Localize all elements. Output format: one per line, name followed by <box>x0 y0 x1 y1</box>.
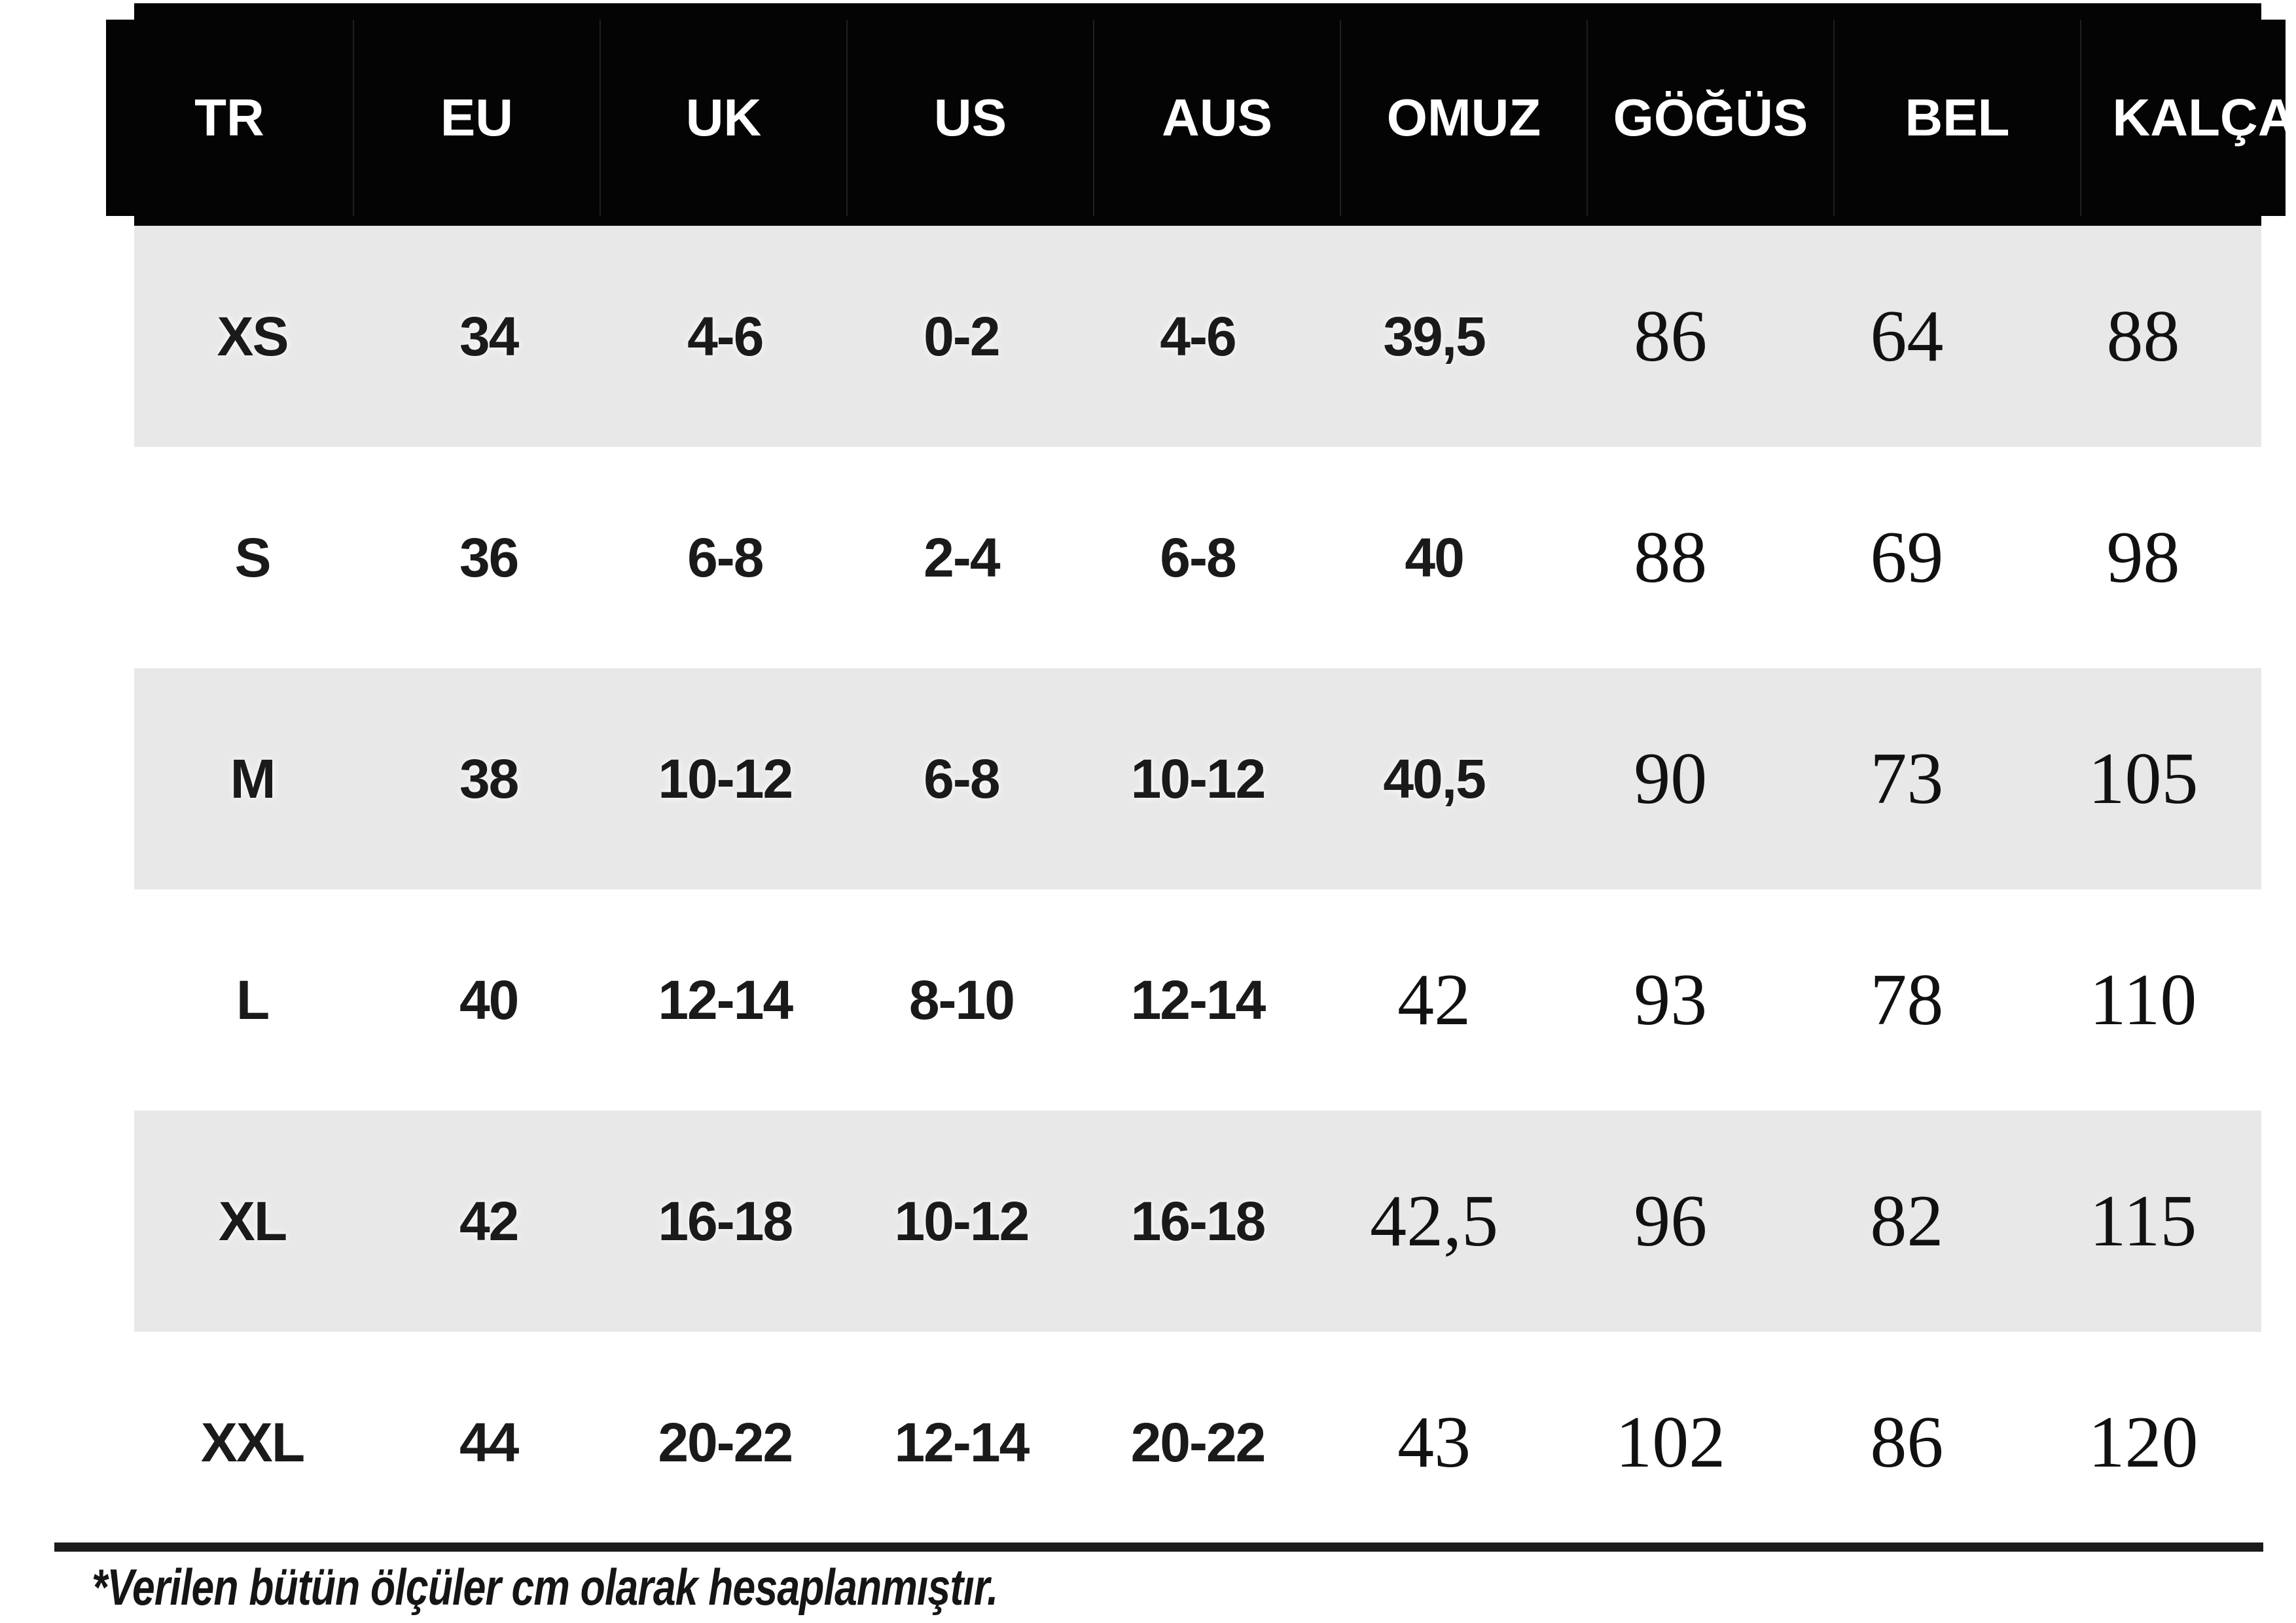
header-cell-tr: TR <box>194 88 264 147</box>
table-cell: 86 <box>1870 1401 1944 1483</box>
table-cell: 88 <box>2106 295 2180 377</box>
table-cell: 40,5 <box>1383 747 1486 810</box>
table-cell: 110 <box>2089 959 2197 1041</box>
row-label: L <box>236 969 270 1031</box>
table-cell: 73 <box>1870 738 1944 819</box>
header-cell-göğüs: GÖĞÜS <box>1587 20 1833 216</box>
header-bar-extension <box>106 20 2286 216</box>
table-cell: 39,5 <box>1383 305 1486 367</box>
header-cell-us: US <box>846 20 1093 216</box>
table-cell: 42 <box>459 1190 519 1252</box>
table-cell: 36 <box>459 526 519 588</box>
table-cell: 40 <box>1405 526 1464 588</box>
table-row-m: M 38 10-12 6-8 10-12 40,5 90 73 105 <box>134 668 2261 889</box>
table-cell: 43 <box>1397 1401 1471 1483</box>
table-cell: 16-18 <box>1130 1190 1266 1252</box>
row-label: M <box>230 747 276 810</box>
table-cell: 6-8 <box>924 747 1000 810</box>
bottom-rule <box>54 1543 2263 1552</box>
table-row-xs: XS 34 4-6 0-2 4-6 39,5 86 64 88 <box>134 226 2261 447</box>
table-cell: 2-4 <box>924 526 1000 588</box>
table-cell: 42 <box>1397 959 1471 1041</box>
table-cell: 6-8 <box>1160 526 1236 588</box>
row-label: XL <box>218 1190 287 1252</box>
table-cell: 40 <box>459 969 519 1031</box>
header-cell-aus: AUS <box>1093 20 1340 216</box>
table-cell: 82 <box>1870 1180 1944 1262</box>
table-cell: 88 <box>1634 516 1708 598</box>
row-label: S <box>234 526 272 588</box>
table-cell: 4-6 <box>1160 305 1236 367</box>
header-cell-eu: EU <box>353 20 600 216</box>
table-cell: 120 <box>2088 1401 2198 1483</box>
table-cell: 4-6 <box>687 305 764 367</box>
table-cell: 90 <box>1634 738 1708 819</box>
table-row-xxl: XXL 44 20-22 12-14 20-22 43 102 86 120 <box>134 1332 2261 1553</box>
table-cell: 8-10 <box>908 969 1015 1031</box>
table-cell: 96 <box>1634 1180 1708 1262</box>
table-row-s: S 36 6-8 2-4 6-8 40 88 69 98 <box>134 447 2261 668</box>
table-cell: 44 <box>459 1411 519 1473</box>
row-label: XXL <box>200 1411 305 1473</box>
table-cell: 12-14 <box>894 1411 1030 1473</box>
table-cell: 105 <box>2088 738 2198 819</box>
table-cell: 20-22 <box>1130 1411 1266 1473</box>
table-cell: 86 <box>1634 295 1708 377</box>
table-cell: 93 <box>1634 959 1708 1041</box>
row-label: XS <box>217 305 289 367</box>
table-cell: 12-14 <box>658 969 793 1031</box>
table-cell: 34 <box>459 305 519 367</box>
table-cell: 16-18 <box>658 1190 793 1252</box>
table-body: XS 34 4-6 0-2 4-6 39,5 86 64 88 S 36 6-8 2-4 6-8 40 88 6… <box>134 226 2261 1553</box>
header-cell-uk: UK <box>600 20 846 216</box>
table-cell: 102 <box>1615 1401 1726 1483</box>
table-cell: 10-12 <box>1130 747 1266 810</box>
table-row-l: L 40 12-14 8-10 12-14 42 93 78 110 <box>134 889 2261 1111</box>
header-cell-omuz: OMUZ <box>1340 20 1587 216</box>
table-cell: 38 <box>459 747 519 810</box>
table-cell: 0-2 <box>924 305 1000 367</box>
table-cell: 64 <box>1870 295 1944 377</box>
table-cell: 10-12 <box>894 1190 1030 1252</box>
table-cell: 10-12 <box>658 747 793 810</box>
table-cell: 42,5 <box>1370 1180 1499 1262</box>
table-cell: 115 <box>2089 1180 2197 1262</box>
table-cell: 6-8 <box>687 526 764 588</box>
table-cell: 12-14 <box>1130 969 1266 1031</box>
table-cell: 78 <box>1870 959 1944 1041</box>
header-cell-bel: BEL <box>1833 20 2080 216</box>
table-cell: 98 <box>2106 516 2180 598</box>
table-cell: 20-22 <box>658 1411 793 1473</box>
footnote: *Verilen bütün ölçüler cm olarak hesapla… <box>92 1558 998 1616</box>
table-row-xl: XL 42 16-18 10-12 16-18 42,5 96 82 115 <box>134 1111 2261 1332</box>
header-cell-kalça: KALÇA <box>2080 20 2296 216</box>
table-cell: 69 <box>1870 516 1944 598</box>
header-row: TR EU UK US AUS OMUZ GÖĞÜS BEL KALÇA <box>106 20 2296 216</box>
